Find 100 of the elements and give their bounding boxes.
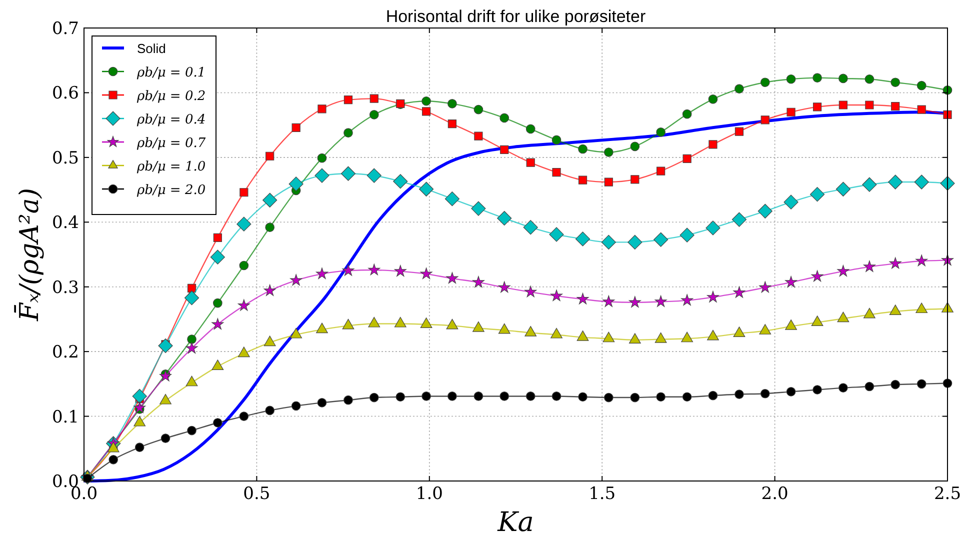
point	[552, 135, 562, 145]
point	[786, 74, 796, 84]
point	[734, 127, 744, 136]
point	[916, 254, 928, 266]
point	[864, 382, 874, 392]
point	[288, 176, 304, 192]
x-tick-label: 0.5	[243, 484, 270, 504]
point	[891, 102, 900, 111]
point	[422, 107, 431, 116]
point	[576, 292, 589, 304]
point	[604, 148, 614, 157]
point	[863, 260, 876, 272]
point	[654, 332, 667, 343]
legend-label: ρb/μ = 2.0	[136, 183, 206, 198]
x-tick-label: 1.5	[588, 484, 616, 504]
point	[786, 108, 796, 116]
point	[604, 392, 614, 402]
point	[340, 166, 356, 181]
point	[446, 272, 458, 284]
point	[474, 392, 484, 401]
point	[760, 78, 770, 88]
point	[210, 250, 225, 264]
point	[317, 153, 327, 163]
point	[734, 84, 744, 94]
point	[212, 360, 224, 370]
point	[526, 124, 536, 134]
y-tick-label: 0.1	[52, 407, 79, 428]
point	[888, 174, 903, 190]
point	[630, 175, 640, 184]
point	[656, 166, 666, 176]
point	[889, 304, 902, 315]
point	[914, 174, 929, 190]
point	[838, 100, 848, 110]
point	[760, 116, 770, 124]
x-tick-label: 2.5	[934, 484, 961, 504]
point	[420, 318, 432, 328]
point	[344, 128, 353, 138]
point	[264, 336, 276, 346]
point	[238, 346, 250, 358]
point	[706, 220, 720, 236]
point	[708, 94, 718, 104]
point	[943, 110, 952, 120]
point	[917, 105, 926, 114]
point	[446, 318, 458, 330]
point	[578, 392, 588, 402]
point	[316, 268, 328, 280]
point	[523, 220, 538, 235]
point	[368, 264, 380, 276]
point	[602, 332, 615, 342]
point	[134, 416, 146, 426]
point	[628, 234, 642, 250]
point	[682, 109, 692, 119]
y-tick-label: 0.2	[52, 342, 79, 363]
point	[448, 119, 456, 128]
point	[865, 100, 874, 110]
point	[240, 188, 248, 197]
point	[812, 73, 822, 82]
point	[422, 392, 431, 401]
point	[706, 290, 719, 302]
point	[786, 387, 796, 396]
point	[236, 216, 252, 232]
point	[550, 328, 562, 338]
point	[500, 113, 510, 123]
point	[318, 104, 326, 114]
point	[576, 330, 589, 341]
point	[656, 128, 666, 137]
point	[396, 392, 406, 402]
point	[342, 264, 354, 276]
point	[838, 383, 848, 392]
point	[942, 254, 954, 266]
point	[784, 194, 798, 210]
point	[837, 312, 850, 322]
point	[734, 390, 744, 399]
x-tick-label: 2.0	[761, 484, 788, 504]
point	[552, 392, 562, 401]
point	[316, 322, 328, 334]
point	[759, 324, 772, 334]
point	[890, 78, 900, 88]
point	[262, 192, 278, 208]
point	[393, 174, 408, 189]
point	[550, 290, 562, 302]
point	[265, 406, 274, 416]
point	[549, 227, 564, 242]
point	[472, 321, 484, 332]
point	[498, 281, 510, 293]
point	[187, 334, 196, 344]
y-tick-label: 0.3	[52, 278, 79, 298]
point	[836, 182, 850, 196]
point	[707, 330, 719, 340]
point	[916, 302, 928, 314]
point	[811, 316, 824, 326]
point	[394, 316, 406, 328]
point	[472, 276, 484, 288]
point	[681, 332, 694, 342]
point	[811, 270, 824, 282]
point	[760, 388, 770, 398]
point	[916, 379, 926, 389]
point	[578, 176, 588, 184]
point	[812, 102, 822, 112]
point	[630, 392, 640, 402]
